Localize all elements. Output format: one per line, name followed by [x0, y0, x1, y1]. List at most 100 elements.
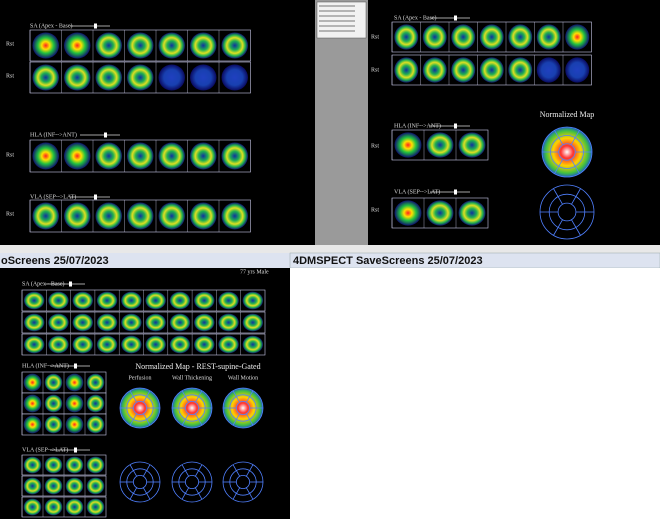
polar-map — [542, 127, 592, 177]
slice-image — [394, 132, 422, 158]
bullseye-spoke — [232, 390, 241, 403]
slice-image — [23, 456, 42, 474]
slice-image — [145, 313, 166, 332]
slice-image — [426, 132, 454, 158]
slice-image — [158, 142, 185, 170]
slice-image — [96, 313, 118, 332]
slice-image — [422, 24, 447, 50]
row-label: Rst — [6, 73, 14, 79]
bullseye-spoke — [129, 413, 138, 426]
header-bar — [0, 253, 290, 268]
slice-image — [23, 335, 45, 354]
bullseye-spoke — [245, 487, 254, 500]
slice-image — [221, 142, 248, 170]
bullseye-spoke — [245, 413, 254, 426]
slice-image — [508, 57, 533, 83]
slice-image — [86, 415, 105, 434]
slice-image — [23, 313, 45, 332]
slice-image — [536, 57, 561, 83]
map-title: Normalized Map - REST-supine-Gated — [135, 362, 260, 371]
map-label: Wall Motion — [228, 375, 258, 381]
window-title: oScreens 25/07/2023 — [1, 255, 109, 267]
slice-image — [458, 132, 486, 158]
bullseye-spoke — [142, 413, 151, 426]
slice-image — [221, 202, 248, 230]
slider-thumb — [454, 15, 457, 21]
slice-image — [48, 335, 69, 354]
slider-thumb — [104, 132, 107, 138]
map-title: Normalized Map — [540, 110, 594, 119]
bullseye-spoke — [553, 188, 563, 205]
side-strip — [315, 0, 368, 245]
slice-image — [44, 477, 63, 495]
section-label: SA (Apex - Base) — [22, 280, 65, 287]
slice-image — [194, 313, 215, 332]
slice-image — [169, 291, 191, 310]
bullseye-spoke — [232, 413, 241, 426]
bullseye-spoke — [181, 390, 190, 403]
slice-image — [23, 498, 42, 516]
slice-image — [23, 373, 42, 392]
slice-image — [86, 498, 105, 516]
slice-image — [422, 57, 447, 83]
slice-image — [44, 373, 63, 392]
map-label: Perfusion — [129, 374, 152, 381]
slice-image — [44, 394, 63, 413]
slice-image — [394, 200, 422, 226]
slice-image — [95, 202, 122, 230]
section-label: VLA (SEP-->LAT) — [22, 446, 68, 453]
slice-image — [121, 291, 142, 310]
slice-image — [190, 202, 217, 230]
slice-image — [426, 200, 454, 226]
info-box — [316, 1, 367, 39]
bullseye-spoke — [245, 464, 254, 477]
slider-thumb — [69, 281, 72, 287]
slice-image — [86, 373, 105, 392]
slice-image — [127, 32, 154, 59]
slice-image — [72, 335, 93, 354]
slice-image — [72, 291, 93, 310]
slice-image — [158, 64, 185, 91]
slice-image — [242, 335, 264, 354]
slice-image — [95, 32, 122, 59]
bullseye-spoke — [181, 464, 190, 477]
slice-image — [127, 64, 154, 91]
polar-map — [120, 388, 160, 428]
slice-image — [158, 202, 185, 230]
slice-image — [96, 335, 118, 354]
bullseye-spoke — [570, 130, 580, 146]
row-label: Rst — [371, 34, 379, 40]
slice-image — [48, 291, 69, 310]
map-label: Wall Thickening — [172, 375, 212, 381]
panel-bottom-right — [290, 268, 660, 519]
slice-image — [508, 24, 533, 50]
slice-image — [145, 291, 166, 310]
slice-image — [32, 202, 59, 230]
slice-image — [32, 32, 59, 59]
slice-image — [565, 24, 590, 50]
slice-image — [86, 477, 105, 495]
slice-image — [218, 335, 239, 354]
slice-image — [158, 32, 185, 59]
slice-image — [169, 335, 191, 354]
bullseye-spoke — [129, 390, 138, 403]
slice-image — [23, 394, 42, 413]
bullseye-spoke — [142, 390, 151, 403]
bullseye-spoke — [181, 413, 190, 426]
slice-image — [44, 415, 63, 434]
slice-image — [394, 24, 419, 50]
slice-image — [190, 64, 217, 91]
bullseye-spoke — [142, 464, 151, 477]
slice-image — [86, 456, 105, 474]
slice-image — [221, 32, 248, 59]
slider-thumb — [94, 23, 97, 29]
slider-thumb — [94, 194, 97, 200]
slice-image — [64, 142, 91, 170]
section-label: SA (Apex - Base) — [394, 14, 437, 21]
slice-image — [95, 64, 122, 91]
section-label: HLA (INF-->ANT) — [30, 131, 77, 138]
bullseye-spoke — [181, 487, 190, 500]
bullseye-spoke — [245, 390, 254, 403]
slice-image — [72, 313, 93, 332]
